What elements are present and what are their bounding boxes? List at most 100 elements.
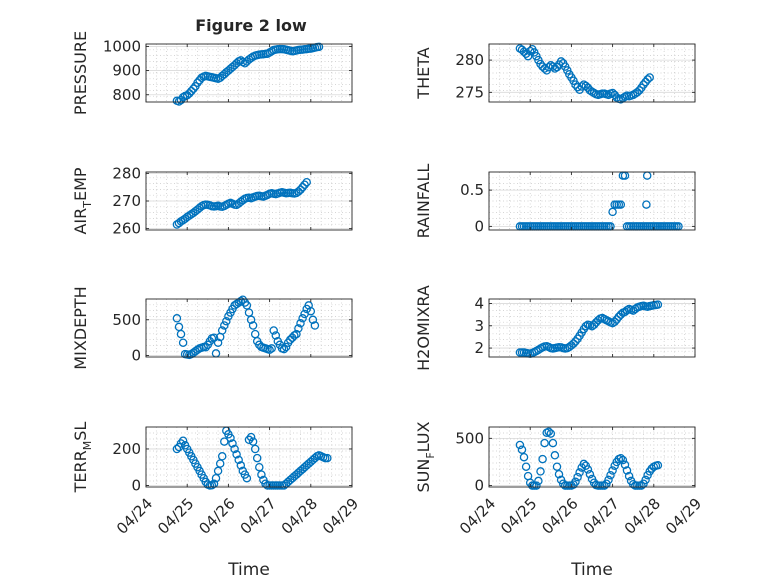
data-point bbox=[620, 460, 630, 470]
data-point bbox=[193, 78, 202, 87]
data-point bbox=[585, 86, 595, 95]
data-point bbox=[616, 95, 626, 104]
y-tick-label: 500 bbox=[455, 429, 484, 447]
data-point bbox=[639, 80, 648, 89]
x-tick-label: 04/25 bbox=[497, 495, 540, 538]
data-point bbox=[220, 321, 229, 330]
data-point bbox=[575, 468, 584, 477]
data-point bbox=[532, 481, 541, 490]
data-point bbox=[222, 316, 231, 326]
data-point bbox=[515, 440, 525, 450]
data-point bbox=[269, 326, 278, 335]
data-point bbox=[579, 459, 589, 469]
y-tick-label: 900 bbox=[112, 62, 141, 80]
x-tick-label: 04/24 bbox=[113, 495, 156, 538]
data-point bbox=[622, 466, 632, 475]
axes-frame bbox=[145, 298, 353, 358]
axes-frame bbox=[145, 43, 353, 103]
axes-frame bbox=[488, 426, 696, 488]
data-point bbox=[538, 454, 547, 464]
data-point bbox=[201, 343, 210, 352]
y-axis-label: SUNFLUX bbox=[414, 421, 437, 492]
data-point bbox=[544, 62, 553, 72]
data-point bbox=[250, 444, 260, 454]
subplot-3: 260 270 280 AIRTEMP bbox=[71, 164, 353, 238]
axes-frame bbox=[488, 43, 696, 103]
data-point bbox=[519, 452, 529, 462]
y-tick-label: 3 bbox=[474, 317, 484, 335]
y-tick-label: 200 bbox=[112, 440, 141, 458]
x-tick-label: 04/27 bbox=[237, 495, 280, 538]
x-tick-label: 04/24 bbox=[456, 495, 499, 538]
x-tick-label: 04/29 bbox=[662, 495, 705, 538]
data-point bbox=[635, 86, 644, 95]
data-point bbox=[534, 476, 543, 486]
data-point bbox=[552, 62, 562, 72]
data-point bbox=[189, 84, 198, 93]
data-point bbox=[589, 88, 599, 98]
figure-title: Figure 2 low bbox=[195, 16, 307, 35]
data-point bbox=[248, 437, 258, 446]
data-point bbox=[628, 479, 638, 489]
subplot-2: 275 280 THETA bbox=[414, 43, 696, 104]
axes-frame bbox=[488, 298, 696, 358]
data-point bbox=[643, 75, 652, 84]
data-point bbox=[517, 445, 527, 454]
data-point bbox=[618, 455, 628, 465]
data-point bbox=[236, 461, 246, 470]
data-point bbox=[569, 339, 578, 348]
data-point bbox=[523, 51, 533, 61]
data-point bbox=[593, 315, 603, 325]
y-tick-label: 2 bbox=[474, 339, 484, 357]
data-point bbox=[178, 338, 188, 347]
y-axis-label: MIXDEPTH bbox=[71, 286, 90, 369]
data-point bbox=[581, 321, 591, 331]
y-tick-label: 280 bbox=[455, 51, 484, 69]
data-point bbox=[209, 333, 219, 342]
data-point bbox=[207, 480, 217, 490]
data-point bbox=[187, 86, 196, 96]
data-point bbox=[298, 182, 307, 192]
x-tick-label: 04/28 bbox=[621, 495, 664, 538]
data-point bbox=[252, 453, 262, 463]
subplots: 800 900 1000 PRESSURE 275 280 THETA 260 270 280 AI… bbox=[71, 31, 705, 580]
data-point bbox=[234, 455, 243, 465]
data-point bbox=[211, 473, 221, 483]
data-point bbox=[552, 462, 562, 471]
data-point bbox=[544, 427, 553, 436]
data-point bbox=[534, 345, 543, 355]
data-point bbox=[265, 345, 274, 355]
data-point bbox=[637, 481, 646, 490]
y-axis-label: TERRMSL bbox=[71, 422, 94, 494]
data-point bbox=[290, 331, 299, 340]
data-point bbox=[653, 461, 663, 470]
data-point bbox=[236, 296, 246, 306]
y-axis-label: THETA bbox=[414, 47, 433, 99]
data-point bbox=[246, 432, 256, 442]
data-point bbox=[616, 200, 626, 209]
data-point bbox=[641, 475, 650, 485]
data-point bbox=[172, 444, 182, 454]
data-point bbox=[540, 438, 549, 448]
data-point bbox=[232, 299, 241, 309]
data-point bbox=[300, 180, 309, 189]
x-tick-label: 04/26 bbox=[538, 495, 581, 538]
data-point bbox=[645, 73, 654, 82]
data-point bbox=[616, 453, 626, 463]
data-point bbox=[653, 300, 663, 309]
data-point bbox=[304, 301, 313, 310]
y-tick-label: 0 bbox=[131, 477, 141, 495]
data-point bbox=[292, 329, 301, 339]
data-point bbox=[642, 200, 651, 209]
subplot-8: 0 500 SUNFLUX 04/2404/2504/2604/2704/2804/2… bbox=[414, 421, 705, 580]
y-tick-label: 280 bbox=[112, 164, 141, 182]
subplot-5: 0 500 MIXDEPTH bbox=[71, 286, 353, 370]
data-point bbox=[255, 462, 264, 472]
data-point bbox=[281, 342, 291, 352]
data-point bbox=[296, 319, 305, 328]
subplot-4: 0 0.5 RAINFALL bbox=[414, 164, 696, 238]
y-axis-label: H2OMIXRA bbox=[414, 285, 433, 371]
data-point bbox=[296, 185, 305, 194]
data-point bbox=[217, 452, 227, 461]
x-tick-label: 04/29 bbox=[319, 495, 362, 538]
